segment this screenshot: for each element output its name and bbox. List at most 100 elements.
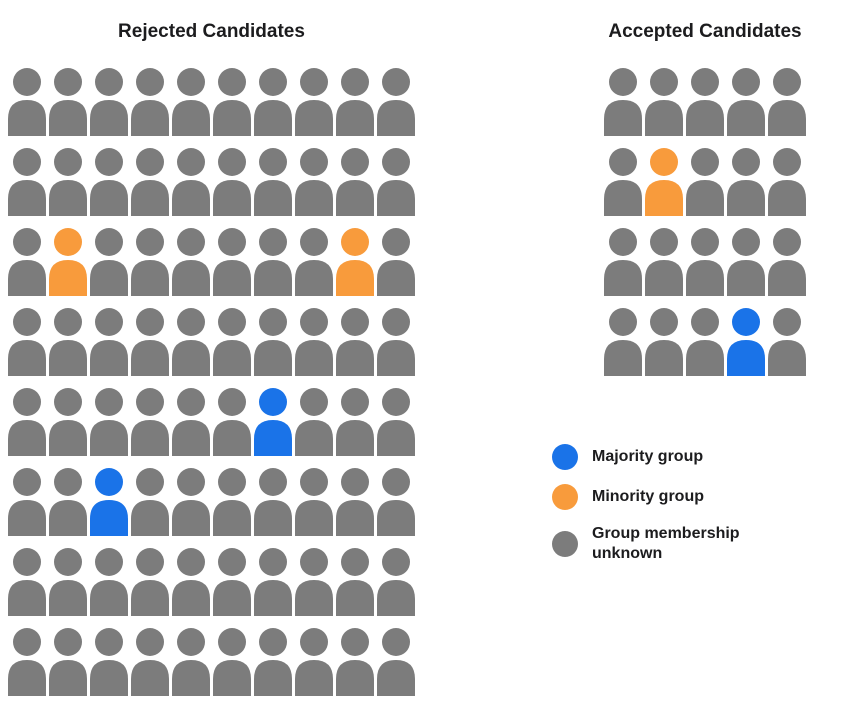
unknown-person-icon <box>172 148 210 216</box>
unknown-person-icon <box>172 228 210 296</box>
unknown-person-icon <box>295 148 333 216</box>
unknown-person-icon <box>645 228 683 296</box>
unknown-person-icon <box>172 68 210 136</box>
unknown-person-icon <box>295 308 333 376</box>
unknown-person-icon <box>90 68 128 136</box>
pictogram-row <box>604 68 806 136</box>
minority-person-icon <box>645 148 683 216</box>
unknown-person-icon <box>131 68 169 136</box>
unknown-person-icon <box>604 228 642 296</box>
unknown-person-icon <box>336 468 374 536</box>
unknown-person-icon <box>90 628 128 696</box>
unknown-person-icon <box>8 628 46 696</box>
unknown-person-icon <box>336 148 374 216</box>
pictogram-row <box>8 468 415 536</box>
unknown-person-icon <box>645 68 683 136</box>
unknown-person-icon <box>254 148 292 216</box>
legend-item-unknown: Group membership unknown <box>552 524 767 564</box>
unknown-person-icon <box>172 388 210 456</box>
unknown-person-icon <box>604 68 642 136</box>
unknown-person-icon <box>295 68 333 136</box>
unknown-person-icon <box>8 68 46 136</box>
pictogram-row <box>8 308 415 376</box>
minority-legend-swatch-icon <box>552 484 578 510</box>
unknown-person-icon <box>213 468 251 536</box>
unknown-person-icon <box>8 468 46 536</box>
unknown-person-icon <box>295 628 333 696</box>
unknown-person-icon <box>49 468 87 536</box>
legend: Majority group Minority group Group member… <box>552 444 767 564</box>
unknown-person-icon <box>131 228 169 296</box>
unknown-person-icon <box>172 468 210 536</box>
unknown-person-icon <box>131 628 169 696</box>
majority-person-icon <box>90 468 128 536</box>
accepted-candidates-section: Accepted Candidates <box>604 20 806 376</box>
unknown-person-icon <box>254 228 292 296</box>
unknown-person-icon <box>336 388 374 456</box>
unknown-person-icon <box>377 68 415 136</box>
pictogram-row <box>8 228 415 296</box>
unknown-person-icon <box>213 228 251 296</box>
unknown-person-icon <box>172 628 210 696</box>
unknown-person-icon <box>254 548 292 616</box>
unknown-person-icon <box>377 388 415 456</box>
unknown-person-icon <box>172 548 210 616</box>
unknown-person-icon <box>131 148 169 216</box>
unknown-person-icon <box>768 228 806 296</box>
pictogram-row <box>8 148 415 216</box>
unknown-person-icon <box>213 548 251 616</box>
pictogram-row <box>8 388 415 456</box>
unknown-person-icon <box>377 148 415 216</box>
pictogram-row <box>604 228 806 296</box>
unknown-person-icon <box>90 148 128 216</box>
unknown-person-icon <box>686 148 724 216</box>
unknown-person-icon <box>604 308 642 376</box>
pictogram-row <box>8 628 415 696</box>
unknown-person-icon <box>377 228 415 296</box>
unknown-person-icon <box>686 308 724 376</box>
unknown-person-icon <box>254 68 292 136</box>
unknown-person-icon <box>90 548 128 616</box>
minority-person-icon <box>49 228 87 296</box>
pictogram-row <box>604 308 806 376</box>
legend-item-minority: Minority group <box>552 484 767 510</box>
unknown-person-icon <box>336 628 374 696</box>
accepted-grid <box>604 68 806 376</box>
majority-legend-swatch-icon <box>552 444 578 470</box>
unknown-person-icon <box>131 308 169 376</box>
unknown-person-icon <box>295 388 333 456</box>
unknown-person-icon <box>213 628 251 696</box>
rejected-candidates-section: Rejected Candidates <box>8 20 415 696</box>
legend-label-unknown: Group membership unknown <box>592 525 740 562</box>
unknown-person-icon <box>8 148 46 216</box>
unknown-person-icon <box>254 628 292 696</box>
unknown-person-icon <box>172 308 210 376</box>
unknown-person-icon <box>254 468 292 536</box>
pictogram-row <box>8 548 415 616</box>
unknown-person-icon <box>254 308 292 376</box>
unknown-person-icon <box>377 308 415 376</box>
unknown-person-icon <box>213 388 251 456</box>
unknown-person-icon <box>49 68 87 136</box>
unknown-person-icon <box>336 68 374 136</box>
unknown-person-icon <box>213 148 251 216</box>
legend-label-minority: Minority group <box>592 488 704 505</box>
unknown-person-icon <box>604 148 642 216</box>
rejected-title: Rejected Candidates <box>118 21 305 42</box>
unknown-person-icon <box>377 628 415 696</box>
unknown-person-icon <box>90 388 128 456</box>
unknown-person-icon <box>768 68 806 136</box>
unknown-person-icon <box>295 548 333 616</box>
unknown-person-icon <box>90 308 128 376</box>
unknown-person-icon <box>377 548 415 616</box>
unknown-person-icon <box>131 388 169 456</box>
unknown-person-icon <box>336 308 374 376</box>
pictogram-row <box>604 148 806 216</box>
unknown-person-icon <box>213 308 251 376</box>
unknown-person-icon <box>336 548 374 616</box>
legend-label-majority: Majority group <box>592 448 704 465</box>
unknown-person-icon <box>8 548 46 616</box>
unknown-person-icon <box>131 468 169 536</box>
unknown-person-icon <box>377 468 415 536</box>
